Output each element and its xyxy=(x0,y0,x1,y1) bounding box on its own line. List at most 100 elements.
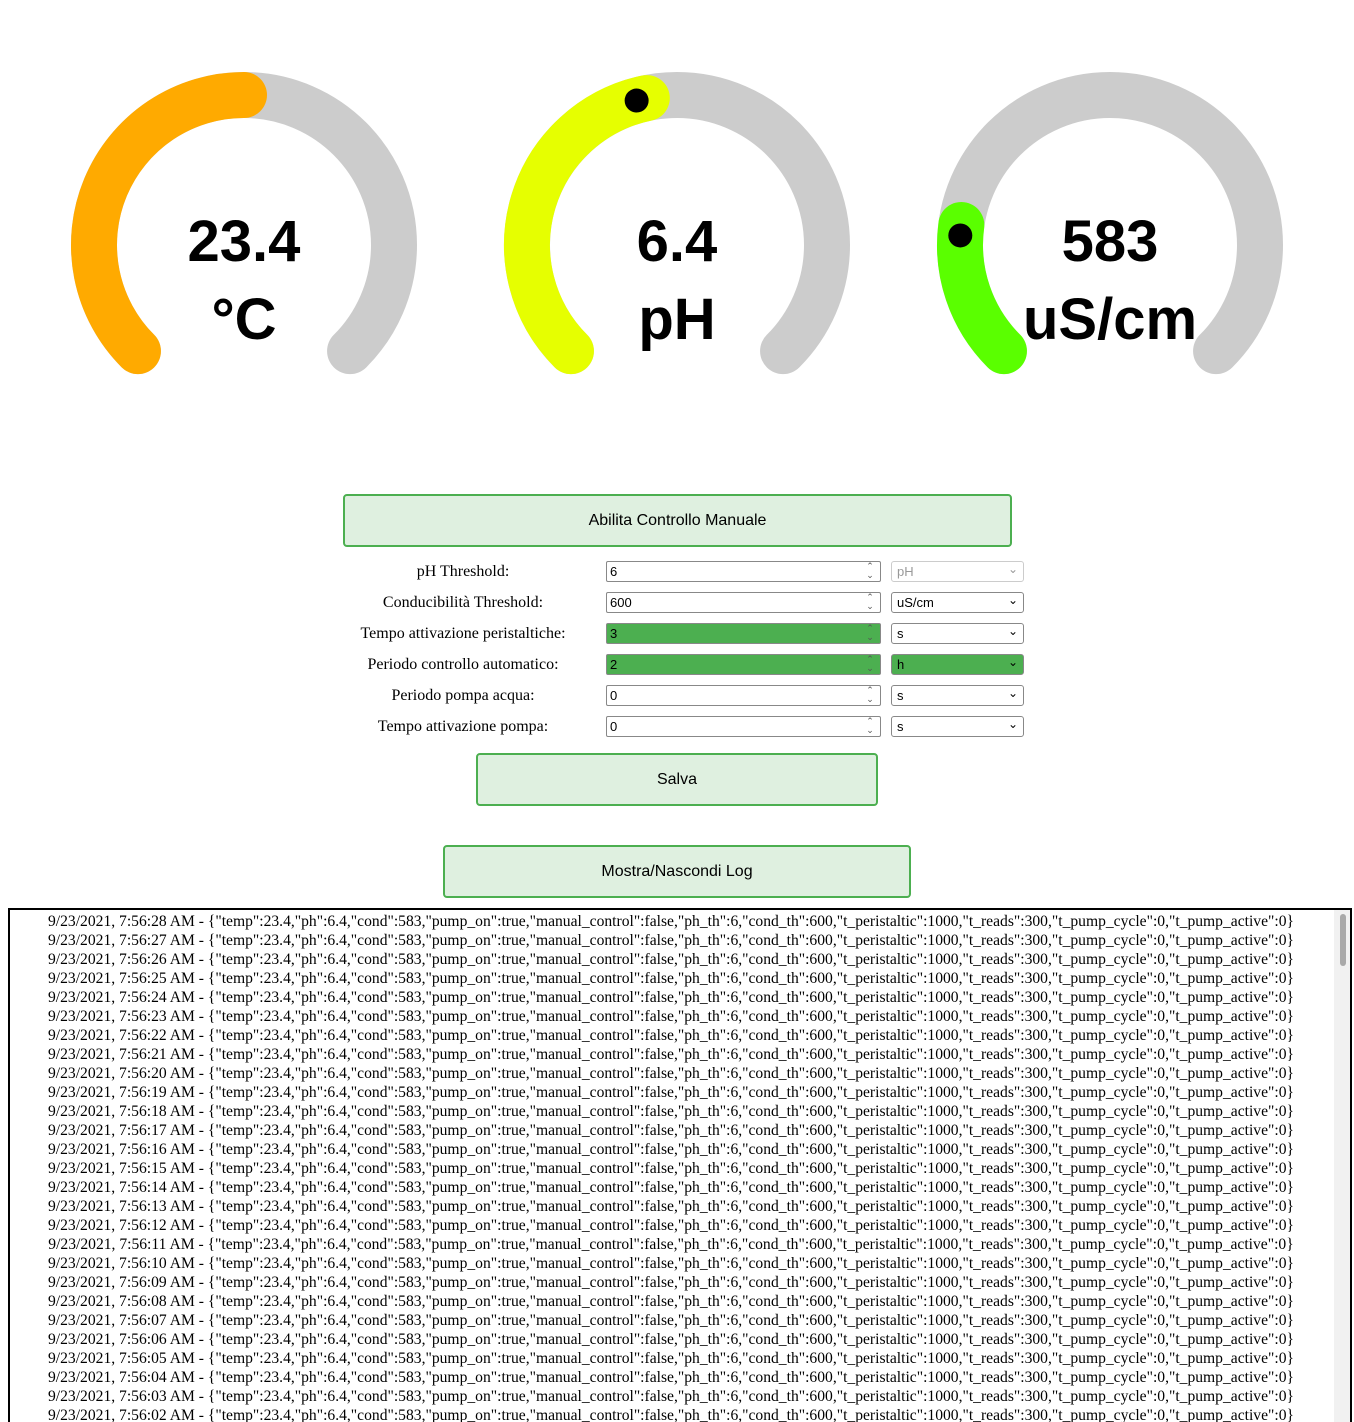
number-input[interactable]: 600 ⌃ ⌄ xyxy=(606,592,881,613)
temperature-value: 23.4 xyxy=(187,209,301,274)
log-payload: - {"temp":23.4,"ph":6.4,"cond":583,"pump… xyxy=(194,1008,1294,1025)
log-timestamp: 9/23/2021, 7:56:25 AM xyxy=(48,970,195,987)
chevron-down-icon: ⌄ xyxy=(1007,624,1018,638)
number-input[interactable]: 0 ⌃ ⌄ xyxy=(606,685,881,706)
log-line: 9/23/2021, 7:56:05 AM - {"temp":23.4,"ph… xyxy=(10,1349,1332,1368)
log-payload: - {"temp":23.4,"ph":6.4,"cond":583,"pump… xyxy=(194,1369,1294,1386)
log-timestamp: 9/23/2021, 7:56:12 AM xyxy=(48,1217,195,1234)
log-line: 9/23/2021, 7:56:21 AM - {"temp":23.4,"ph… xyxy=(10,1045,1332,1064)
spinner-icon[interactable]: ⌃ ⌄ xyxy=(866,592,874,611)
log-timestamp: 9/23/2021, 7:56:21 AM xyxy=(48,1046,195,1063)
log-line: 9/23/2021, 7:56:06 AM - {"temp":23.4,"ph… xyxy=(10,1330,1332,1349)
log-panel[interactable]: 9/23/2021, 7:56:28 AM - {"temp":23.4,"ph… xyxy=(8,908,1352,1422)
chevron-down-icon: ⌄ xyxy=(1007,593,1018,607)
log-timestamp: 9/23/2021, 7:56:20 AM xyxy=(48,1065,195,1082)
save-button[interactable]: Salva xyxy=(476,753,878,806)
log-lines: 9/23/2021, 7:56:28 AM - {"temp":23.4,"ph… xyxy=(10,912,1332,1422)
log-payload: - {"temp":23.4,"ph":6.4,"cond":583,"pump… xyxy=(194,1084,1294,1101)
unit-select-value: s xyxy=(897,626,904,641)
log-timestamp: 9/23/2021, 7:56:22 AM xyxy=(48,1027,195,1044)
conductivity-unit: uS/cm xyxy=(1022,287,1198,352)
chevron-down-icon: ⌄ xyxy=(1007,686,1018,700)
toggle-log-button[interactable]: Mostra/Nascondi Log xyxy=(443,845,911,898)
log-payload: - {"temp":23.4,"ph":6.4,"cond":583,"pump… xyxy=(194,1217,1294,1234)
temperature-gauge: 23.4 °C xyxy=(44,50,444,380)
log-line: 9/23/2021, 7:56:07 AM - {"temp":23.4,"ph… xyxy=(10,1311,1332,1330)
log-scrollbar[interactable] xyxy=(1334,910,1350,1422)
gauge-fill xyxy=(71,72,267,375)
form-label: pH Threshold: xyxy=(416,563,510,580)
log-line: 9/23/2021, 7:56:11 AM - {"temp":23.4,"ph… xyxy=(10,1235,1332,1254)
log-timestamp: 9/23/2021, 7:56:04 AM xyxy=(48,1369,195,1386)
form-row: pH Threshold: 6 ⌃ ⌄ pH ⌄ xyxy=(343,560,1033,586)
spinner-icon[interactable]: ⌃ ⌄ xyxy=(866,623,874,642)
log-timestamp: 9/23/2021, 7:56:13 AM xyxy=(48,1198,195,1215)
ph-gauge: 6.4 pH xyxy=(477,50,877,380)
log-timestamp: 9/23/2021, 7:56:28 AM xyxy=(48,913,195,930)
gauge-fill xyxy=(504,75,670,375)
unit-select[interactable]: s ⌄ xyxy=(891,716,1024,737)
log-line: 9/23/2021, 7:56:19 AM - {"temp":23.4,"ph… xyxy=(10,1083,1332,1102)
spinner-icon[interactable]: ⌃ ⌄ xyxy=(866,685,874,704)
log-payload: - {"temp":23.4,"ph":6.4,"cond":583,"pump… xyxy=(194,1046,1294,1063)
log-payload: - {"temp":23.4,"ph":6.4,"cond":583,"pump… xyxy=(194,951,1294,968)
log-line: 9/23/2021, 7:56:03 AM - {"temp":23.4,"ph… xyxy=(10,1387,1332,1406)
number-input[interactable]: 6 ⌃ ⌄ xyxy=(606,561,881,582)
unit-select[interactable]: s ⌄ xyxy=(891,623,1024,644)
log-timestamp: 9/23/2021, 7:56:09 AM xyxy=(48,1274,195,1291)
spinner-icon[interactable]: ⌃ ⌄ xyxy=(866,716,874,735)
log-payload: - {"temp":23.4,"ph":6.4,"cond":583,"pump… xyxy=(194,970,1294,987)
log-scrollbar-thumb[interactable] xyxy=(1340,914,1346,966)
log-timestamp: 9/23/2021, 7:56:19 AM xyxy=(48,1084,195,1101)
unit-select[interactable]: uS/cm ⌄ xyxy=(891,592,1024,613)
unit-select[interactable]: h ⌄ xyxy=(891,654,1024,675)
ph-unit: pH xyxy=(638,287,716,352)
ph-value: 6.4 xyxy=(636,209,718,274)
chevron-down-icon: ⌄ xyxy=(1007,717,1018,731)
ph-gauge-arc xyxy=(504,72,850,375)
log-payload: - {"temp":23.4,"ph":6.4,"cond":583,"pump… xyxy=(194,1141,1294,1158)
form-row: Periodo pompa acqua: 0 ⌃ ⌄ s ⌄ xyxy=(343,684,1033,710)
number-input-value: 0 xyxy=(610,688,618,703)
form-row: Conducibilità Threshold: 600 ⌃ ⌄ uS/cm ⌄ xyxy=(343,591,1033,617)
log-payload: - {"temp":23.4,"ph":6.4,"cond":583,"pump… xyxy=(194,989,1294,1006)
number-input-value: 3 xyxy=(610,626,618,641)
conductivity-value: 583 xyxy=(1061,209,1159,274)
number-input-value: 2 xyxy=(610,657,618,672)
log-payload: - {"temp":23.4,"ph":6.4,"cond":583,"pump… xyxy=(194,1065,1294,1082)
number-input[interactable]: 0 ⌃ ⌄ xyxy=(606,716,881,737)
log-timestamp: 9/23/2021, 7:56:11 AM xyxy=(48,1236,195,1253)
unit-select-value: h xyxy=(897,657,905,672)
log-line: 9/23/2021, 7:56:09 AM - {"temp":23.4,"ph… xyxy=(10,1273,1332,1292)
log-timestamp: 9/23/2021, 7:56:03 AM xyxy=(48,1388,195,1405)
log-timestamp: 9/23/2021, 7:56:14 AM xyxy=(48,1179,195,1196)
log-payload: - {"temp":23.4,"ph":6.4,"cond":583,"pump… xyxy=(194,1103,1294,1120)
log-payload: - {"temp":23.4,"ph":6.4,"cond":583,"pump… xyxy=(194,1122,1294,1139)
log-timestamp: 9/23/2021, 7:56:24 AM xyxy=(48,989,195,1006)
number-input[interactable]: 3 ⌃ ⌄ xyxy=(606,623,881,644)
number-input-value: 6 xyxy=(610,564,618,579)
log-line: 9/23/2021, 7:56:10 AM - {"temp":23.4,"ph… xyxy=(10,1254,1332,1273)
log-payload: - {"temp":23.4,"ph":6.4,"cond":583,"pump… xyxy=(194,1312,1294,1329)
temperature-unit: °C xyxy=(211,287,277,352)
log-payload: - {"temp":23.4,"ph":6.4,"cond":583,"pump… xyxy=(194,1274,1294,1291)
log-line: 9/23/2021, 7:56:15 AM - {"temp":23.4,"ph… xyxy=(10,1159,1332,1178)
form-row: Tempo attivazione pompa: 0 ⌃ ⌄ s ⌄ xyxy=(343,715,1033,741)
log-line: 9/23/2021, 7:56:28 AM - {"temp":23.4,"ph… xyxy=(10,912,1332,931)
log-payload: - {"temp":23.4,"ph":6.4,"cond":583,"pump… xyxy=(194,1350,1294,1367)
log-payload: - {"temp":23.4,"ph":6.4,"cond":583,"pump… xyxy=(194,1407,1294,1422)
log-payload: - {"temp":23.4,"ph":6.4,"cond":583,"pump… xyxy=(194,1388,1294,1405)
form-row: Periodo controllo automatico: 2 ⌃ ⌄ h ⌄ xyxy=(343,653,1033,679)
form-label: Periodo pompa acqua: xyxy=(391,687,535,704)
spinner-icon[interactable]: ⌃ ⌄ xyxy=(866,654,874,673)
spinner-icon[interactable]: ⌃ ⌄ xyxy=(866,561,874,580)
conductivity-gauge-arc xyxy=(937,72,1283,375)
log-timestamp: 9/23/2021, 7:56:18 AM xyxy=(48,1103,195,1120)
unit-select-value: pH xyxy=(897,564,914,579)
log-timestamp: 9/23/2021, 7:56:16 AM xyxy=(48,1141,195,1158)
enable-manual-control-button[interactable]: Abilita Controllo Manuale xyxy=(343,494,1012,547)
log-timestamp: 9/23/2021, 7:56:26 AM xyxy=(48,951,195,968)
log-line: 9/23/2021, 7:56:22 AM - {"temp":23.4,"ph… xyxy=(10,1026,1332,1045)
unit-select[interactable]: s ⌄ xyxy=(891,685,1024,706)
number-input[interactable]: 2 ⌃ ⌄ xyxy=(606,654,881,675)
